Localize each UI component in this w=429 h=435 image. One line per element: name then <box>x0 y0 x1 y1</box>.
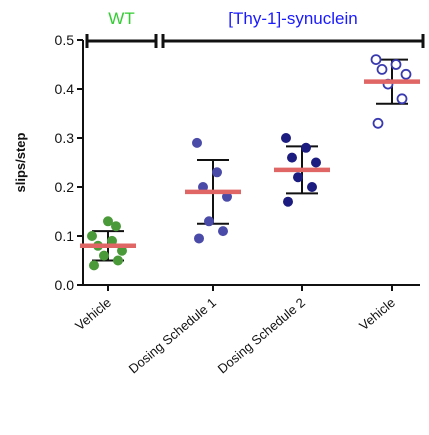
y-tick-label: 0.0 <box>55 277 75 293</box>
data-point <box>293 172 303 183</box>
data-point <box>283 196 293 207</box>
data-point <box>400 68 412 80</box>
data-point <box>192 137 202 148</box>
data-point <box>218 226 228 237</box>
group-brackets: WT [Thy-1]-synuclein <box>85 9 425 48</box>
x-tick-label: Dosing Schedule 2 <box>215 295 308 377</box>
data-point <box>99 250 109 261</box>
data-point <box>372 117 384 129</box>
chart-marks <box>80 54 420 271</box>
data-point <box>396 93 408 105</box>
data-point <box>301 142 311 153</box>
x-tick-label: Vehicle <box>356 295 398 333</box>
data-point <box>212 167 222 178</box>
series-group <box>274 133 330 207</box>
y-tick-label: 0.4 <box>55 81 75 97</box>
y-tick-label: 0.1 <box>55 228 75 244</box>
x-tick-label: Vehicle <box>72 295 114 333</box>
y-axis-title: slips/step <box>13 132 28 192</box>
y-tick-label: 0.3 <box>55 130 75 146</box>
data-point <box>204 216 214 227</box>
x-tick-label: Dosing Schedule 1 <box>126 295 219 377</box>
data-point <box>287 152 297 163</box>
y-tick-label: 0.2 <box>55 179 75 195</box>
y-tick-label: 0.5 <box>55 32 75 48</box>
data-point <box>390 59 402 70</box>
data-point <box>111 221 121 232</box>
data-point <box>376 64 388 75</box>
axes <box>77 39 420 291</box>
data-point <box>281 133 291 143</box>
data-point <box>103 216 113 227</box>
data-point <box>194 233 204 244</box>
data-point <box>87 231 97 241</box>
data-point <box>89 260 99 271</box>
data-point <box>307 182 317 192</box>
series-group <box>80 216 136 271</box>
group-label: WT <box>108 9 134 28</box>
data-point <box>370 54 382 65</box>
data-point <box>311 157 321 168</box>
group-label: [Thy-1]-synuclein <box>228 9 357 28</box>
data-point <box>113 255 123 266</box>
series-group <box>185 137 241 244</box>
series-group <box>364 54 420 129</box>
tick-labels: 0.0 0.1 0.2 0.3 0.4 0.5 slips/step Vehicle Dosin… <box>13 32 398 376</box>
